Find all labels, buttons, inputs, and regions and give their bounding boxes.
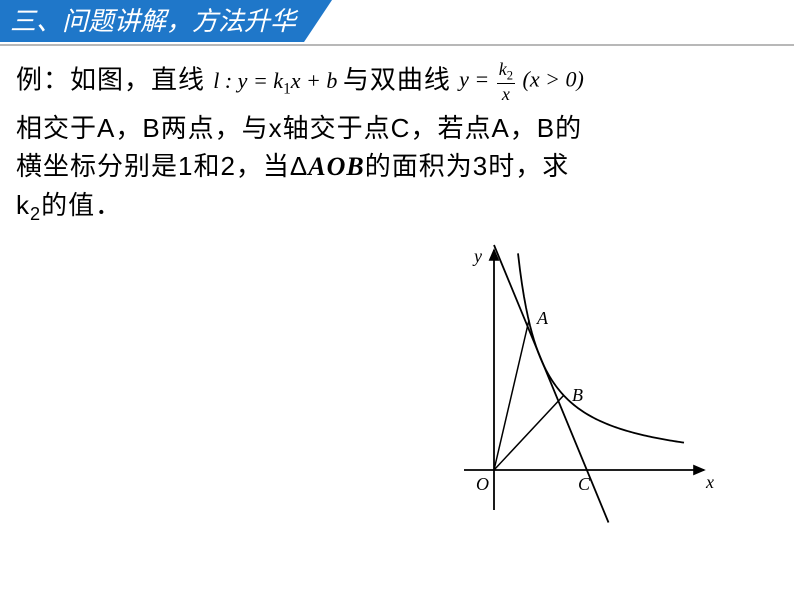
triangle-name: AOB — [308, 152, 364, 181]
svg-text:C: C — [578, 474, 591, 494]
fraction: k2x — [497, 60, 515, 103]
frac-num: k2 — [497, 60, 515, 84]
f2-cond: (x > 0) — [523, 67, 584, 92]
formula-hyperbola: y = k2x (x > 0) — [459, 60, 584, 103]
num-k: k — [499, 59, 507, 79]
graph: Ox y A B C — [434, 240, 734, 535]
text-line2: 相交于A，B两点，与x轴交于点C，若点A，B的 — [16, 113, 582, 143]
num-sub: 2 — [507, 69, 513, 83]
svg-text:B: B — [572, 385, 583, 405]
formula-line: l : y = k1x + b — [213, 68, 343, 93]
frac-den: x — [500, 84, 512, 103]
f2-y: y = — [459, 67, 495, 92]
text-line4b: 的值． — [41, 190, 122, 220]
text-line3a: 横坐标分别是1和2，当Δ — [16, 151, 308, 181]
f1-eq: : y = k — [219, 68, 283, 93]
svg-text:y: y — [472, 246, 482, 266]
svg-text:A: A — [536, 308, 549, 328]
f1-sub: 1 — [283, 81, 291, 98]
k2-sub: 2 — [30, 204, 41, 224]
header-bar: 三、问题讲解，方法升华 — [0, 0, 794, 46]
text-prefix: 例：如图，直线 — [16, 64, 213, 94]
text-line4a: k — [16, 190, 30, 220]
content-area: 例：如图，直线 l : y = k1x + b 与双曲线 y = k2x (x … — [0, 46, 794, 233]
svg-text:O: O — [476, 474, 489, 494]
graph-svg: Ox y A B C — [434, 240, 734, 530]
header-title: 三、问题讲解，方法升华 — [10, 4, 296, 38]
svg-text:x: x — [705, 472, 714, 492]
problem-text: 例：如图，直线 l : y = k1x + b 与双曲线 y = k2x (x … — [16, 60, 778, 233]
f1-rest: x + b — [291, 68, 338, 93]
text-mid1: 与双曲线 — [343, 64, 459, 94]
header-tab: 三、问题讲解，方法升华 — [0, 0, 332, 42]
text-line3b: 的面积为3时，求 — [365, 151, 569, 181]
